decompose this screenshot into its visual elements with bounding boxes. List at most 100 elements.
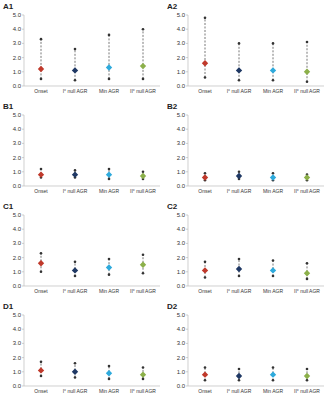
y-tick-label: 1.0	[177, 269, 186, 275]
max-marker	[306, 41, 309, 44]
mean-marker	[140, 63, 146, 69]
x-tick-label: II° null AGR	[294, 388, 320, 394]
y-tick	[186, 186, 188, 187]
y-tick	[186, 243, 188, 244]
data-group	[38, 168, 146, 181]
mean-marker	[304, 174, 310, 180]
y-tick	[22, 386, 24, 387]
y-tick-label: 1.0	[13, 69, 22, 75]
x-tick-label: II° null AGR	[130, 188, 156, 194]
mean-marker	[72, 267, 78, 273]
y-tick-label: 0.0	[13, 383, 22, 389]
min-marker	[306, 80, 309, 83]
min-marker	[74, 376, 77, 379]
max-marker	[74, 362, 77, 365]
y-tick	[22, 286, 24, 287]
y-tick-label: 5.0	[13, 112, 22, 118]
y-tick	[22, 71, 24, 72]
y-tick	[186, 271, 188, 272]
error-bar	[239, 43, 240, 80]
mean-marker	[236, 373, 242, 379]
panel: B20.01.02.03.04.05.0OnsetI° null AGRMin …	[167, 102, 324, 194]
figure: A10.01.02.03.04.05.0OnsetI° null AGRMin …	[0, 0, 328, 400]
max-marker	[40, 168, 43, 171]
x-tick-label: Min AGR	[99, 388, 119, 394]
max-marker	[108, 168, 111, 171]
y-tick-label: 3.0	[13, 240, 22, 246]
data-group	[202, 258, 310, 280]
y-tick	[22, 29, 24, 30]
y-tick-label: 2.0	[13, 355, 22, 361]
y-tick	[22, 129, 24, 130]
error-bar	[273, 43, 274, 80]
max-marker	[238, 42, 241, 45]
y-tick-label: 5.0	[177, 312, 186, 318]
min-marker	[306, 379, 309, 382]
max-marker	[142, 28, 145, 31]
y-tick	[22, 186, 24, 187]
error-bar	[205, 18, 206, 78]
max-marker	[74, 261, 77, 264]
x-tick-label: Onset	[34, 388, 48, 394]
y-tick-label: 3.0	[177, 340, 186, 346]
y-tick-label: 3.0	[13, 140, 22, 146]
y-tick	[186, 229, 188, 230]
y-tick	[186, 357, 188, 358]
y-tick-label: 2.0	[177, 155, 186, 161]
y-tick-label: 2.0	[177, 255, 186, 261]
y-axis	[188, 315, 189, 386]
mean-marker	[140, 173, 146, 179]
error-bar	[307, 42, 308, 82]
x-tick-label: Onset	[198, 288, 212, 294]
y-tick	[22, 271, 24, 272]
data-group	[38, 361, 146, 381]
y-tick	[22, 143, 24, 144]
x-axis	[24, 186, 160, 187]
y-tick-label: 5.0	[13, 12, 22, 18]
panel-title: D1	[3, 302, 14, 311]
y-tick-label: 4.0	[177, 326, 186, 332]
x-axis	[24, 86, 160, 87]
min-marker	[142, 78, 145, 81]
mean-marker	[106, 370, 112, 376]
mean-marker	[38, 66, 44, 72]
x-axis	[188, 86, 324, 87]
panel: A10.01.02.03.04.05.0OnsetI° null AGRMin …	[3, 2, 160, 94]
mean-marker	[304, 69, 310, 75]
min-marker	[142, 378, 145, 381]
panel-title: C2	[167, 202, 178, 211]
data-group	[38, 252, 146, 277]
mean-marker	[106, 64, 112, 70]
max-marker	[204, 172, 207, 175]
x-tick-label: Onset	[198, 188, 212, 194]
x-axis	[24, 386, 160, 387]
y-tick-label: 4.0	[13, 226, 22, 232]
y-tick	[186, 115, 188, 116]
panel: C20.01.02.03.04.05.0OnsetI° null AGRMin …	[167, 202, 324, 294]
y-tick	[22, 329, 24, 330]
max-marker	[108, 258, 111, 261]
y-tick	[186, 86, 188, 87]
x-axis	[188, 286, 324, 287]
min-marker	[272, 275, 275, 278]
y-tick	[186, 371, 188, 372]
y-tick	[22, 43, 24, 44]
y-tick-label: 4.0	[177, 226, 186, 232]
y-tick-label: 5.0	[13, 212, 22, 218]
mean-marker	[304, 373, 310, 379]
y-tick-label: 2.0	[13, 55, 22, 61]
x-tick-label: Onset	[34, 288, 48, 294]
x-tick-label: I° null AGR	[63, 88, 88, 94]
max-marker	[272, 259, 275, 262]
y-tick	[186, 71, 188, 72]
x-tick-label: Onset	[198, 88, 212, 94]
y-tick-label: 2.0	[177, 355, 186, 361]
max-marker	[306, 262, 309, 265]
y-tick-label: 4.0	[177, 126, 186, 132]
y-tick-label: 0.0	[177, 83, 186, 89]
max-marker	[142, 171, 145, 174]
error-bar	[41, 39, 42, 79]
y-tick-label: 3.0	[177, 40, 186, 46]
x-tick-label: I° null AGR	[227, 288, 252, 294]
y-tick-label: 0.0	[177, 383, 186, 389]
